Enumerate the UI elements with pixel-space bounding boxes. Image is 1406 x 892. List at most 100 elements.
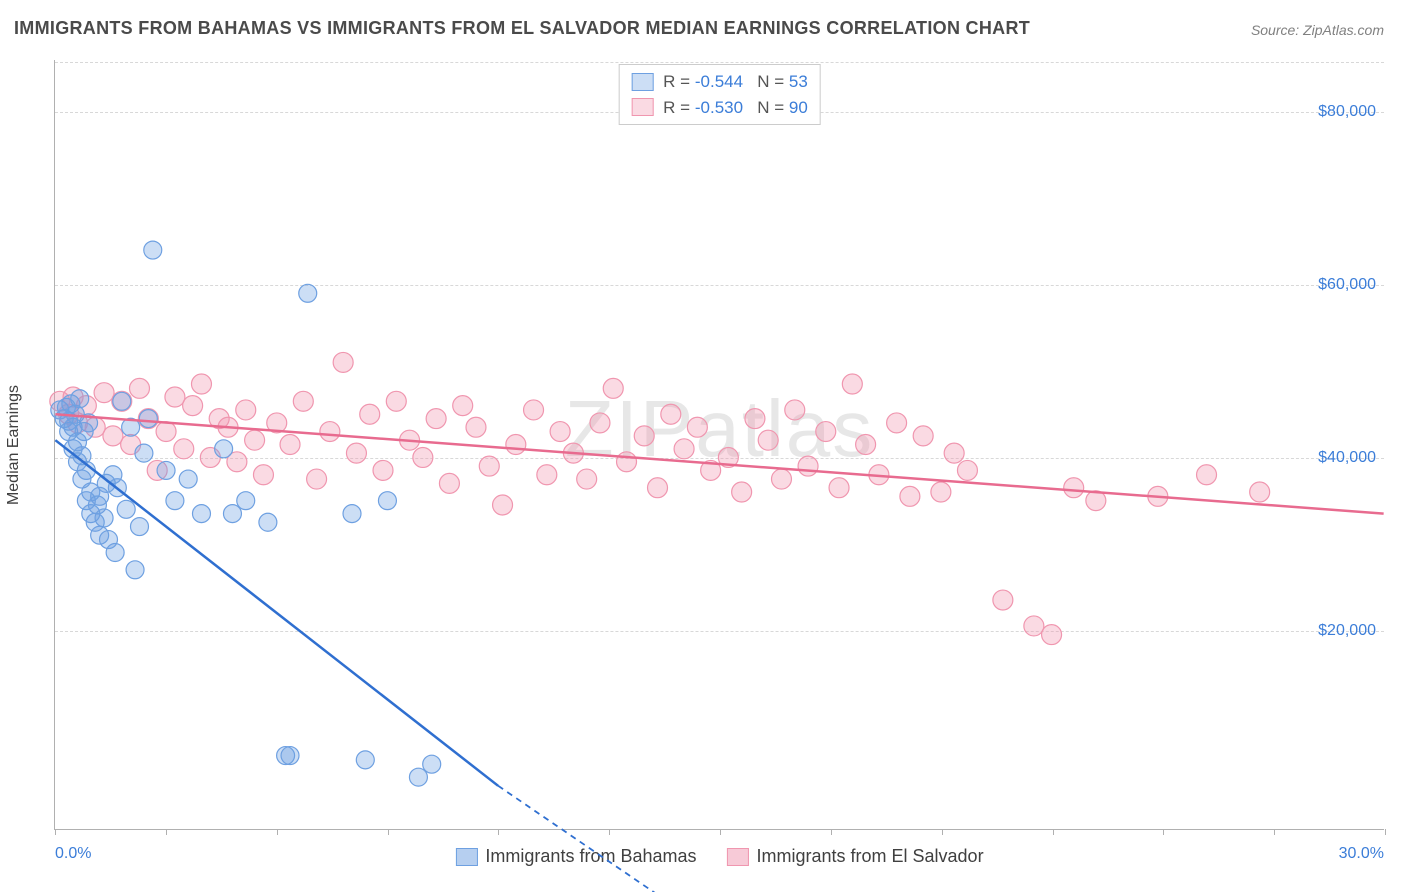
legend-correlation-box: R = -0.544 N = 53 R = -0.530 N = 90 [618,64,821,125]
data-point [281,747,299,765]
data-point [900,486,920,506]
data-point [126,561,144,579]
data-point [913,426,933,446]
data-point [524,400,544,420]
x-tick [55,829,56,835]
data-point [577,469,597,489]
data-point [245,430,265,450]
data-point [856,435,876,455]
data-point [236,400,256,420]
data-point [771,469,791,489]
data-point [732,482,752,502]
data-point [293,391,313,411]
data-point [130,518,148,536]
legend-swatch-elsalvador-icon [726,848,748,866]
data-point [439,473,459,493]
data-point [957,460,977,480]
data-point [426,409,446,429]
data-point [166,492,184,510]
chart-title: IMMIGRANTS FROM BAHAMAS VS IMMIGRANTS FR… [14,18,1030,39]
data-point [423,755,441,773]
trend-line-extrapolated [498,786,675,892]
data-point [453,396,473,416]
data-point [887,413,907,433]
legend-item-elsalvador: Immigrants from El Salvador [726,846,983,867]
data-point [183,396,203,416]
legend-r-elsalvador: R = -0.530 N = 90 [663,95,808,121]
legend-row-bahamas: R = -0.544 N = 53 [631,69,808,95]
x-tick [1274,829,1275,835]
data-point [307,469,327,489]
data-point [139,410,157,428]
data-point [191,374,211,394]
data-point [223,505,241,523]
x-axis-max-label: 30.0% [1339,845,1384,863]
data-point [816,422,836,442]
trend-line [55,440,498,786]
data-point [378,492,396,510]
x-tick [498,829,499,835]
data-point [356,751,374,769]
data-point [745,409,765,429]
x-tick [942,829,943,835]
data-point [829,478,849,498]
data-point [179,470,197,488]
data-point [944,443,964,463]
data-point [413,447,433,467]
data-point [156,422,176,442]
data-point [71,390,89,408]
data-point [1250,482,1270,502]
x-tick [1163,829,1164,835]
data-point [320,422,340,442]
legend-series: Immigrants from Bahamas Immigrants from … [455,846,983,867]
x-tick [609,829,610,835]
data-point [259,513,277,531]
data-point [117,500,135,518]
data-point [373,460,393,480]
data-point [798,456,818,476]
data-point [343,505,361,523]
data-point [931,482,951,502]
data-point [758,430,778,450]
data-point [360,404,380,424]
data-point [785,400,805,420]
data-point [617,452,637,472]
data-point [333,352,353,372]
data-point [106,544,124,562]
data-point [590,413,610,433]
data-point [409,768,427,786]
data-point [479,456,499,476]
x-axis-min-label: 0.0% [55,845,91,863]
data-point [1042,625,1062,645]
legend-swatch-bahamas [631,73,653,91]
data-point [346,443,366,463]
legend-r-bahamas: R = -0.544 N = 53 [663,69,808,95]
legend-swatch-elsalvador [631,98,653,116]
data-point [192,505,210,523]
data-point [113,392,131,410]
x-tick [388,829,389,835]
data-point [634,426,654,446]
data-point [674,439,694,459]
legend-label-elsalvador: Immigrants from El Salvador [756,846,983,867]
chart-area: Median Earnings ZIPatlas $20,000$40,000$… [54,60,1384,830]
data-point [466,417,486,437]
plot-region: ZIPatlas $20,000$40,000$60,000$80,000 0.… [54,60,1384,830]
data-point [94,383,114,403]
x-tick [720,829,721,835]
data-point [174,439,194,459]
data-point [993,590,1013,610]
data-point [165,387,185,407]
data-point [253,465,273,485]
y-axis-label: Median Earnings [5,385,23,505]
data-point [493,495,513,515]
x-tick [1053,829,1054,835]
data-point [661,404,681,424]
data-point [550,422,570,442]
plot-svg [55,60,1384,829]
data-point [135,444,153,462]
data-point [280,435,300,455]
x-tick [166,829,167,835]
data-point [95,509,113,527]
data-point [648,478,668,498]
